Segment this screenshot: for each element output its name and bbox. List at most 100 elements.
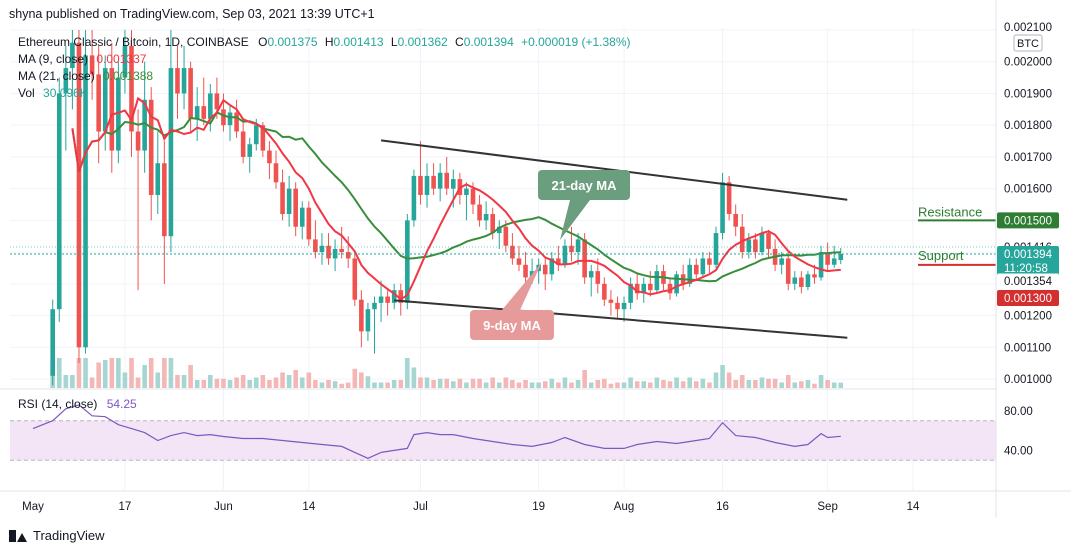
candle-body [634, 283, 640, 294]
volume-bar [693, 381, 699, 388]
candle-body [562, 245, 568, 265]
volume-bar [588, 382, 594, 388]
price-tick-label: 0.002000 [1004, 57, 1052, 69]
volume-bar [135, 377, 141, 388]
volume-bar [372, 382, 377, 388]
candle-body [418, 175, 423, 195]
price-tick-label: 0.001000 [1004, 374, 1052, 386]
volume-bar [365, 376, 371, 388]
volume-bar [654, 377, 660, 388]
volume-bar [260, 375, 266, 388]
candle-body [444, 172, 450, 189]
currency-badge[interactable] [1013, 34, 1043, 52]
volume-bar [122, 372, 128, 388]
candle-body [713, 233, 719, 265]
legend-ma9-row: MA (9, close) 0.001337 [18, 52, 147, 66]
candle-body [286, 188, 292, 215]
candle-body [464, 188, 469, 195]
volume-bar [208, 375, 213, 388]
volume-bar [247, 380, 253, 388]
candle-body [470, 188, 476, 205]
volume-bar [707, 382, 712, 388]
volume-bar [345, 382, 351, 388]
candle-body [542, 264, 548, 275]
candle-body [273, 163, 279, 183]
time-tick-label: Jul [413, 501, 428, 513]
volume-bar [391, 380, 397, 388]
candle-body [102, 68, 108, 132]
price-tick-label: 0.001200 [1004, 311, 1052, 323]
candle-body [96, 74, 101, 132]
candle-body [575, 239, 581, 253]
volume-bar [109, 358, 115, 388]
volume-bar [667, 381, 673, 388]
volume-bar [168, 358, 174, 388]
candle-body [313, 239, 318, 253]
candle-body [391, 290, 397, 303]
candle-body [142, 99, 147, 151]
candle-body [707, 258, 712, 265]
candle-body [812, 274, 817, 278]
volume-bar [162, 358, 167, 388]
legend-rsi-label: RSI (14, close) [18, 397, 97, 411]
volume-bar [63, 375, 69, 388]
ma9-callout: 9-day MA [470, 262, 554, 340]
legend-l-label: L [391, 35, 398, 49]
volume-bar [687, 377, 693, 388]
volume-bar [293, 370, 298, 388]
candle-body [240, 131, 246, 157]
candle-body [267, 150, 272, 164]
time-tick-label: 16 [716, 501, 729, 513]
volume-bar [359, 372, 364, 388]
volume-bar [89, 377, 95, 388]
candle-body [424, 175, 430, 195]
candle-body [398, 290, 404, 303]
candle-body [818, 252, 824, 278]
volume-bar [142, 365, 147, 388]
volume-bar [739, 375, 745, 388]
volume-bar [680, 381, 686, 388]
volume-bar [805, 380, 811, 388]
candle-body [720, 182, 725, 234]
support-trendline [394, 299, 848, 339]
volume-bar [772, 378, 778, 388]
volume-bar [608, 383, 614, 388]
volume-bar [582, 370, 587, 388]
volume-bar [516, 382, 522, 388]
volume-bar [424, 377, 430, 388]
price-badge-label: 0.001354 [1004, 276, 1053, 288]
volume-bar [286, 375, 292, 388]
volume-bar [234, 377, 239, 388]
legend-ma21-label: MA (21, close) [18, 69, 95, 83]
volume-bar [444, 378, 450, 388]
volume-bar [155, 372, 161, 388]
candle-body [372, 302, 377, 310]
legend-ma9-value: 0.001337 [96, 52, 146, 66]
volume-bar [299, 377, 305, 388]
candle-body [385, 296, 390, 303]
volume-bar [352, 368, 358, 388]
candle-body [162, 163, 167, 237]
candle-body [359, 299, 364, 332]
legend-close: 0.001394 [464, 35, 514, 49]
candle-body [483, 214, 489, 221]
volume-bar [378, 382, 384, 388]
legend-o-label: O [258, 35, 267, 49]
candle-body [116, 77, 121, 151]
candle-body [805, 274, 811, 287]
candle-body [253, 125, 259, 145]
volume-bar [148, 358, 154, 388]
candle-body [194, 106, 200, 119]
volume-bar [181, 375, 187, 388]
last-price-label: 0.001394 [1004, 249, 1053, 261]
candle-body [582, 239, 587, 278]
candle-body [227, 112, 233, 126]
candle-body [155, 163, 161, 195]
volume-bar [542, 381, 548, 388]
candle-body [641, 283, 647, 294]
volume-bar [227, 380, 233, 388]
volume-bar [792, 382, 798, 388]
time-tick-label: May [22, 501, 44, 513]
candle-body [208, 93, 213, 119]
